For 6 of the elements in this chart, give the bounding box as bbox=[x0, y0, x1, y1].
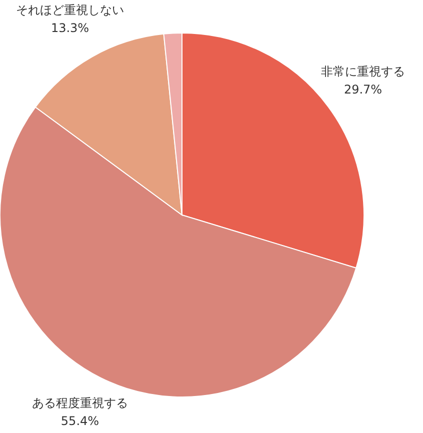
data-label: 29.7% bbox=[344, 82, 382, 97]
data-label: 13.3% bbox=[50, 21, 90, 35]
slice-label: 非常に重視する bbox=[321, 64, 405, 79]
data-label: 55.4% bbox=[60, 414, 100, 428]
slice-label: それほど重視しない bbox=[16, 3, 124, 17]
slice-label: ある程度重視する bbox=[32, 396, 128, 410]
